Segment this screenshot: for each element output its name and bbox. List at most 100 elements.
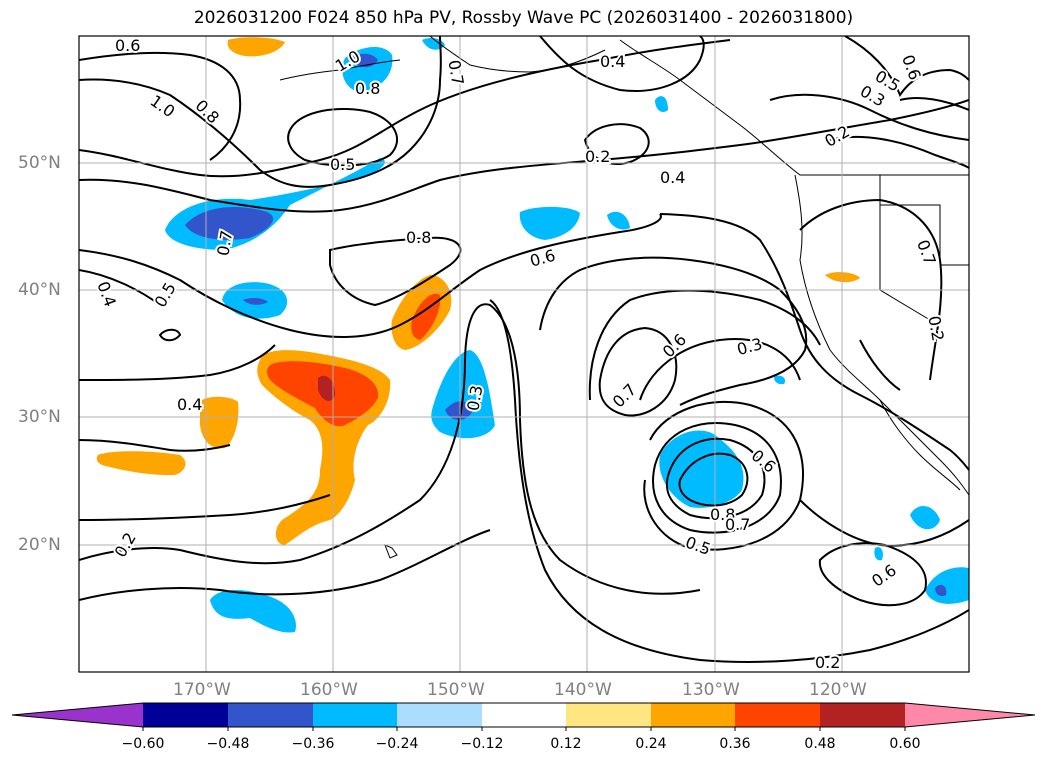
negative-patch: [659, 430, 744, 508]
negative-patch: [519, 206, 580, 240]
contour-line: [643, 401, 804, 551]
negative-patch: [422, 37, 445, 50]
negative-patch: [607, 211, 630, 230]
longitude-label: 140°W: [554, 680, 612, 700]
coastline: [619, 39, 969, 176]
negative-patch: [185, 206, 274, 240]
positive-patch: [96, 451, 186, 476]
colorbar-tick-label: −0.36: [291, 736, 335, 752]
negative-anomaly-patches: [165, 37, 969, 633]
colorbar-segment: [820, 703, 905, 727]
negative-patch: [655, 96, 668, 112]
coastline: [794, 174, 969, 496]
contour-line: [79, 51, 242, 161]
contour-label: 0.7: [444, 58, 467, 86]
contour-line: [287, 108, 399, 167]
contour-line: [799, 499, 969, 547]
contour-line: [818, 542, 927, 607]
contour-line: [158, 328, 182, 342]
contour-label: 0.2: [821, 122, 853, 151]
longitude-label: 130°W: [682, 680, 740, 700]
negative-patch: [210, 590, 296, 633]
negative-patch: [925, 567, 969, 604]
contour-line: [844, 36, 969, 98]
colorbar-tick-label: 0.48: [804, 736, 836, 752]
contour-label: 0.8: [406, 228, 431, 247]
longitude-label: 160°W: [300, 680, 358, 700]
contour-line: [799, 198, 943, 381]
negative-patch: [774, 375, 786, 385]
negative-patch: [910, 505, 940, 530]
colorbar-segment: [397, 703, 482, 727]
map-frame: [78, 35, 970, 673]
contour-line: [639, 338, 801, 401]
contour-label: 0.6: [868, 560, 900, 590]
contour-label: 0.2: [815, 653, 840, 672]
contour-line: [829, 135, 969, 169]
contour-label: 0.6: [115, 36, 140, 55]
contour-label: 0.7: [213, 229, 236, 257]
contour-line: [678, 452, 749, 507]
colorbar: [11, 702, 1036, 731]
colorbar-extend-max: [905, 703, 1035, 727]
colorbar-segment: [143, 703, 228, 727]
pv-contours: [79, 36, 969, 663]
coastline: [429, 36, 606, 73]
coastline: [384, 544, 398, 559]
coastline: [840, 174, 969, 321]
colorbar-segment: [313, 703, 397, 727]
contour-label: 0.5: [683, 532, 713, 559]
negative-patch: [874, 547, 883, 561]
contour-label: 0.8: [355, 79, 380, 98]
longitude-label: 170°W: [173, 680, 231, 700]
contour-line: [79, 494, 331, 521]
contour-line: [79, 36, 442, 188]
contour-line: [329, 236, 462, 307]
contour-label: 0.2: [924, 314, 947, 342]
contour-label: 0.4: [600, 52, 625, 71]
contour-label: 0.3: [735, 334, 765, 359]
colorbar-tick-label: 0.36: [719, 736, 751, 752]
longitude-label: 150°W: [427, 680, 485, 700]
colorbar-tick-label: −0.48: [206, 736, 250, 752]
positive-patch: [200, 396, 239, 449]
contour-label: 0.4: [177, 395, 202, 414]
colorbar-tick-label: −0.60: [121, 736, 165, 752]
positive-patch: [227, 37, 285, 57]
negative-patch: [935, 584, 947, 597]
contour-line: [652, 422, 782, 534]
longitude-label: 120°W: [809, 680, 867, 700]
contour-label: 0.7: [725, 515, 750, 534]
contour-line: [79, 269, 161, 306]
colorbar-tick-label: −0.12: [460, 736, 504, 752]
colorbar-tick-label: 0.60: [889, 736, 921, 752]
contour-line: [79, 344, 276, 381]
contour-line: [598, 326, 678, 417]
contour-label: 0.2: [585, 147, 610, 166]
contour-line: [583, 123, 650, 165]
contour-line: [859, 339, 901, 391]
coastlines: [279, 36, 969, 559]
colorbar-tick-label: −0.24: [375, 736, 419, 752]
latitude-label: 30°N: [18, 407, 61, 427]
contour-line: [79, 213, 662, 338]
colorbar-segment: [651, 703, 735, 727]
contour-label: 0.4: [93, 279, 120, 309]
contour-line: [489, 299, 969, 663]
contour-label: 0.7: [609, 380, 640, 411]
contour-label: 0.4: [660, 168, 685, 187]
contour-label: 0.5: [330, 155, 355, 174]
colorbar-tick-label: 0.24: [635, 736, 667, 752]
contour-label: 0.8: [192, 96, 223, 127]
contour-label: 0.6: [748, 446, 780, 477]
colorbar-segment: [735, 703, 820, 727]
coastline: [279, 59, 401, 81]
contour-label: 1.0: [147, 91, 179, 121]
contour-label: 0.2: [111, 529, 140, 561]
contour-line: [588, 289, 821, 401]
latitude-label: 40°N: [18, 280, 61, 300]
colorbar-tick-label: 0.12: [550, 736, 582, 752]
map-grid: [79, 36, 969, 672]
contour-line: [899, 97, 969, 111]
